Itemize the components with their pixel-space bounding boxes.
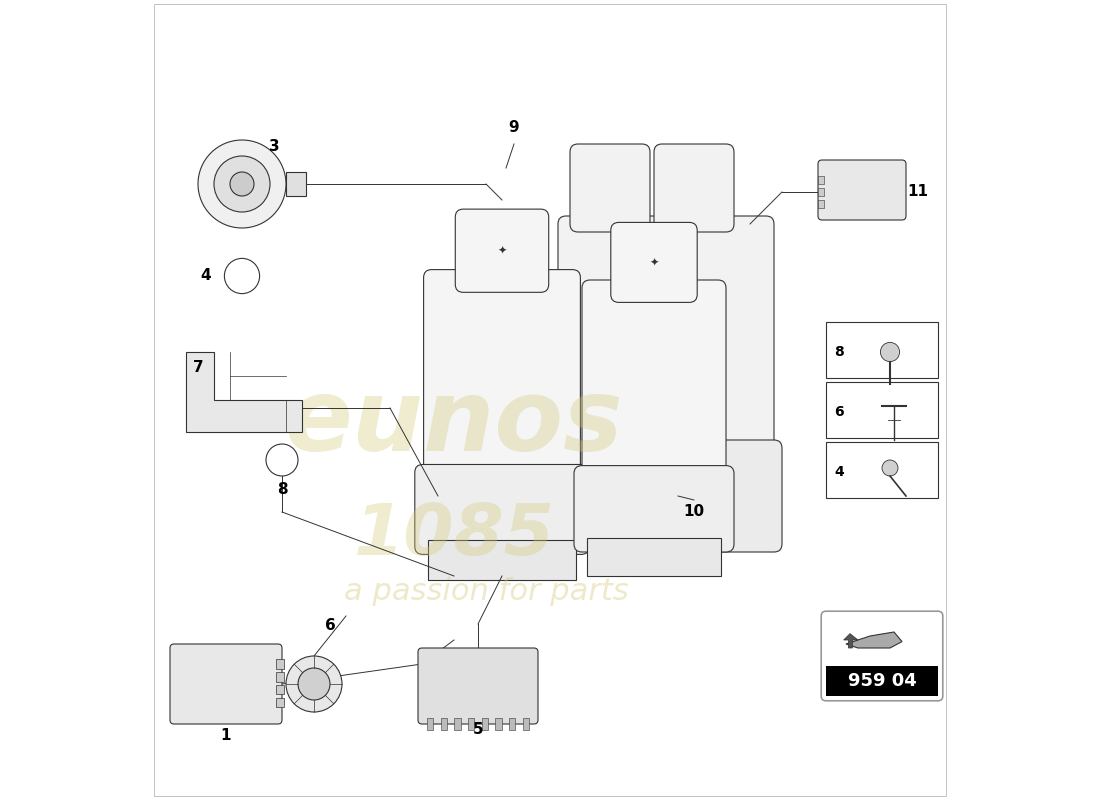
Circle shape (298, 668, 330, 700)
Circle shape (880, 342, 900, 362)
Bar (818, 188, 824, 196)
FancyBboxPatch shape (455, 209, 549, 292)
Bar (276, 685, 284, 694)
Bar (440, 718, 447, 730)
Text: 1085: 1085 (353, 502, 554, 570)
Circle shape (214, 156, 270, 212)
Bar (826, 442, 938, 498)
Bar (818, 200, 824, 208)
Circle shape (224, 258, 260, 294)
Text: ✦: ✦ (649, 258, 659, 267)
Text: 11: 11 (908, 185, 928, 199)
FancyBboxPatch shape (550, 440, 782, 552)
Bar (428, 540, 576, 580)
FancyBboxPatch shape (424, 270, 581, 487)
Bar (826, 666, 938, 696)
Text: a passion for parts: a passion for parts (343, 578, 628, 606)
Text: 8: 8 (277, 482, 287, 497)
Circle shape (198, 140, 286, 228)
Text: 8: 8 (834, 345, 844, 359)
Text: 6: 6 (834, 405, 844, 419)
FancyBboxPatch shape (170, 644, 282, 724)
Circle shape (230, 172, 254, 196)
FancyBboxPatch shape (822, 611, 943, 701)
Bar (286, 172, 306, 196)
FancyBboxPatch shape (574, 466, 734, 552)
Text: 4: 4 (834, 465, 844, 479)
Text: 4: 4 (200, 269, 211, 283)
Text: ✦: ✦ (497, 246, 507, 256)
Text: 3: 3 (268, 139, 279, 154)
Text: 5: 5 (473, 722, 483, 737)
Bar (826, 382, 938, 438)
FancyBboxPatch shape (582, 280, 726, 488)
Polygon shape (844, 634, 858, 648)
Circle shape (882, 460, 898, 476)
Bar (826, 322, 938, 378)
Text: 9: 9 (508, 121, 519, 135)
Text: 6: 6 (324, 618, 336, 633)
FancyBboxPatch shape (558, 216, 774, 472)
Bar (586, 538, 722, 576)
FancyBboxPatch shape (654, 144, 734, 232)
Bar (468, 718, 474, 730)
FancyBboxPatch shape (818, 160, 906, 220)
Bar (276, 698, 284, 707)
Bar (482, 718, 488, 730)
Bar (818, 176, 824, 184)
Circle shape (286, 656, 342, 712)
Circle shape (266, 444, 298, 476)
FancyBboxPatch shape (415, 465, 590, 554)
Polygon shape (186, 352, 302, 432)
Text: 1: 1 (221, 728, 231, 743)
FancyBboxPatch shape (418, 648, 538, 724)
Text: 7: 7 (192, 361, 204, 375)
Bar (276, 672, 284, 682)
Bar (454, 718, 461, 730)
FancyBboxPatch shape (610, 222, 697, 302)
Bar (495, 718, 502, 730)
Bar (276, 659, 284, 669)
Text: eunos: eunos (285, 375, 624, 473)
FancyBboxPatch shape (570, 144, 650, 232)
Bar (509, 718, 516, 730)
Text: 10: 10 (683, 505, 705, 519)
Bar (522, 718, 529, 730)
Bar (427, 718, 433, 730)
Text: 959 04: 959 04 (848, 672, 916, 690)
Polygon shape (846, 632, 902, 648)
